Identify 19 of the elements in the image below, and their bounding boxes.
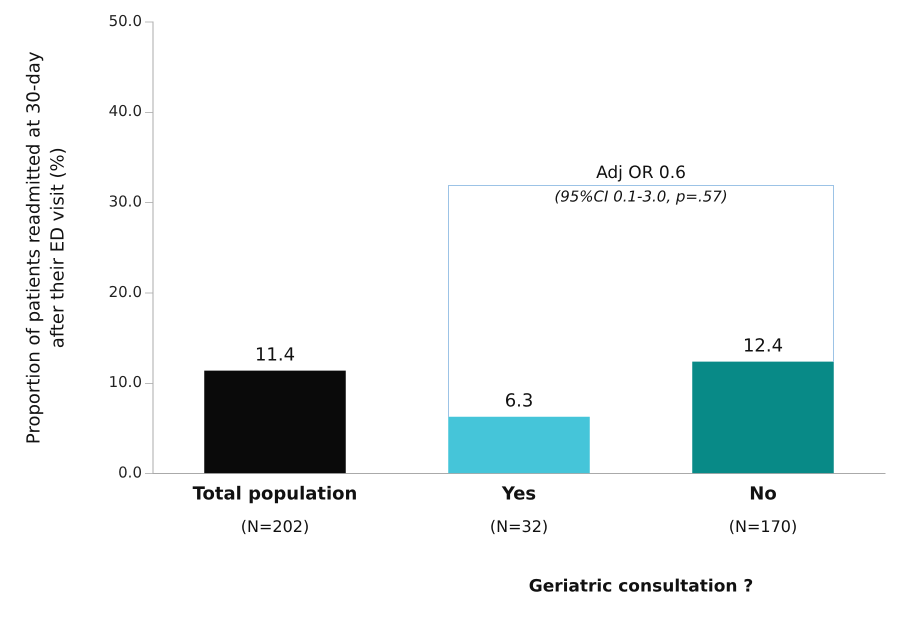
y-tick-label: 20.0 [108,282,142,301]
y-tick-label: 0.0 [118,463,142,482]
annotation: Adj OR 0.6 [596,162,686,183]
bar [448,416,590,474]
y-tick-label: 50.0 [108,12,142,30]
data-label: 12.4 [742,335,784,356]
data-label: 6.3 [504,390,534,412]
bar [204,370,346,474]
x-tick-label: No (N=170) [728,483,798,536]
y-tick-label: 10.0 [108,373,142,392]
y-tick-label: 30.0 [108,192,142,211]
bar [692,362,834,474]
x-axis-title: Geriatric consultation ? [528,576,754,597]
data-label: 11.4 [254,344,296,366]
x-tick-label: Yes (N=32) [490,483,548,536]
y-axis-title: Proportion of patients readmitted at 30-day after their ED visit (%) [24,51,69,444]
y-tick-label: 40.0 [108,102,142,120]
annotation: (95%CI 0.1-3.0, p=.57) [554,187,728,206]
x-tick-label: Total population (N=202) [192,483,358,536]
